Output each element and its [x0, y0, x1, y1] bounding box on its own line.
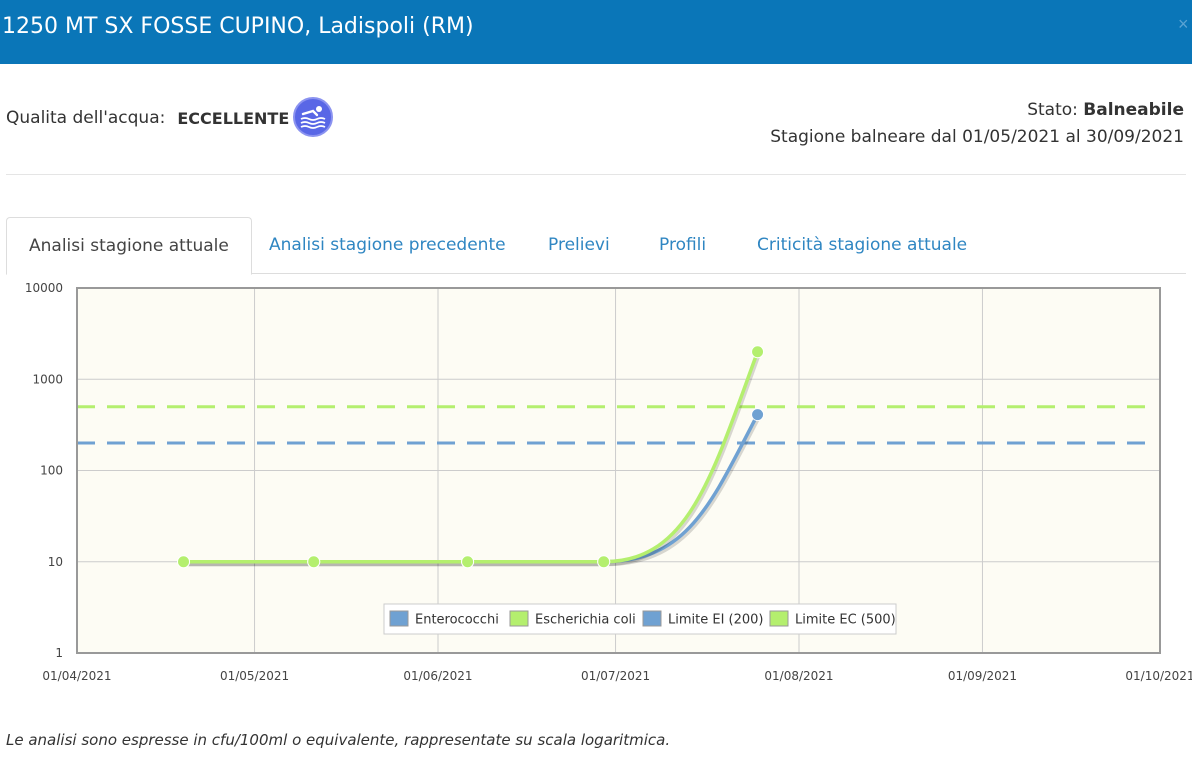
x-tick-label: 01/10/2021: [1125, 669, 1192, 683]
status-value: Balneabile: [1083, 100, 1184, 120]
x-tick-label: 01/09/2021: [948, 669, 1017, 683]
legend-entry: Enterococchi: [415, 613, 499, 628]
tab-current-season[interactable]: Analisi stagione attuale: [6, 217, 252, 275]
legend-box: [383, 603, 897, 635]
tab-samples[interactable]: Prelievi: [548, 235, 610, 255]
data-point: [751, 408, 765, 422]
legend-entry: Limite EC (500): [795, 613, 896, 628]
tab-critical-issues[interactable]: Criticità stagione attuale: [757, 235, 968, 255]
data-point: [597, 555, 611, 569]
water-quality: Qualita dell'acqua: ECCELLENTE: [6, 97, 334, 137]
divider: [6, 174, 1186, 175]
water-quality-label: Qualita dell'acqua:: [6, 108, 166, 128]
analysis-chart: 01/04/2021 01/05/2021 01/06/2021 01/07/2021…: [0, 276, 1192, 696]
series-shadow: [184, 415, 761, 567]
tab-previous-season[interactable]: Analisi stagione precedente: [269, 235, 506, 255]
page-title: 1250 MT SX FOSSE CUPINO, Ladispoli (RM): [2, 14, 474, 39]
close-icon[interactable]: ×: [1178, 14, 1189, 34]
tab-bar: Analisi stagione attuale Analisi stagion…: [6, 217, 1186, 275]
y-tick-label: 10: [48, 555, 63, 569]
x-tick-label: 01/08/2021: [764, 669, 833, 683]
y-tick-label: 1: [55, 646, 63, 660]
status-label: Stato:: [1027, 100, 1078, 120]
tab-profiles[interactable]: Profili: [659, 235, 707, 255]
data-point: [461, 555, 475, 569]
data-point: [307, 555, 321, 569]
legend-swatch: [769, 610, 789, 627]
series-shadow: [184, 352, 761, 567]
y-tick-label: 1000: [32, 372, 63, 386]
swimmer-icon: [293, 97, 334, 137]
data-point: [751, 345, 765, 359]
legend-entry: Limite EI (200): [668, 613, 764, 628]
status-line: Stato: Balneabile: [770, 97, 1184, 124]
series-line: [183, 351, 760, 564]
dialog-header: 1250 MT SX FOSSE CUPINO, Ladispoli (RM) …: [0, 0, 1192, 64]
y-tick-label: 100: [40, 464, 63, 478]
legend-swatch: [509, 610, 529, 627]
chart-svg: 01/04/2021 01/05/2021 01/06/2021 01/07/2021…: [25, 281, 1192, 683]
season-dates: Stagione balneare dal 01/05/2021 al 30/0…: [770, 127, 1184, 147]
legend-entry: Escherichia coli: [535, 613, 636, 628]
x-tick-label: 01/04/2021: [42, 669, 111, 683]
y-tick-label: 10000: [25, 281, 63, 295]
x-tick-label: 01/06/2021: [403, 669, 472, 683]
status-block: Stato: Balneabile Stagione balneare dal …: [770, 97, 1184, 151]
data-point: [177, 555, 191, 569]
plot-border: [76, 287, 1161, 654]
legend-swatch: [642, 610, 662, 627]
x-tick-label: 01/07/2021: [581, 669, 650, 683]
legend-swatch: [389, 610, 409, 627]
footnote: Le analisi sono espresse in cfu/100ml o …: [6, 731, 671, 749]
x-tick-label: 01/05/2021: [220, 669, 289, 683]
water-quality-value: ECCELLENTE: [177, 108, 290, 128]
